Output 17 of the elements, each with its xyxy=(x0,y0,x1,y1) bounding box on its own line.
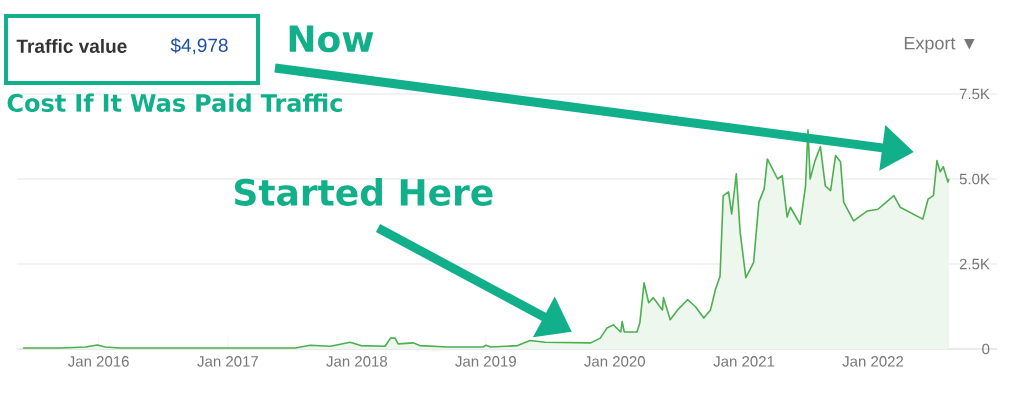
x-tick-label: Jan 2018 xyxy=(326,356,388,367)
text: Export ▼ xyxy=(904,36,975,54)
chart-title: Traffic value xyxy=(16,39,127,53)
x-tick-label: Jan 2020 xyxy=(584,356,645,367)
y-tick-label: 5.0K xyxy=(959,173,990,185)
x-tick-label: Jan 2022 xyxy=(842,356,904,367)
x-tick-label: Jan 2019 xyxy=(455,356,516,367)
y-tick-label: 2.5K xyxy=(959,258,990,270)
annotation: Started Here xyxy=(234,178,493,206)
x-tick-label: Jan 2016 xyxy=(67,356,129,367)
y-tick-label: 0 xyxy=(982,343,990,355)
x-tick-label: Jan 2017 xyxy=(197,356,259,367)
annotation: Cost If It Was Paid Traffic xyxy=(7,93,342,112)
x-tick-label: Jan 2021 xyxy=(713,356,775,367)
text: Now xyxy=(289,25,374,53)
chart-subtitle: $4,978 xyxy=(170,37,228,55)
y-tick-label: 7.5K xyxy=(959,88,990,100)
